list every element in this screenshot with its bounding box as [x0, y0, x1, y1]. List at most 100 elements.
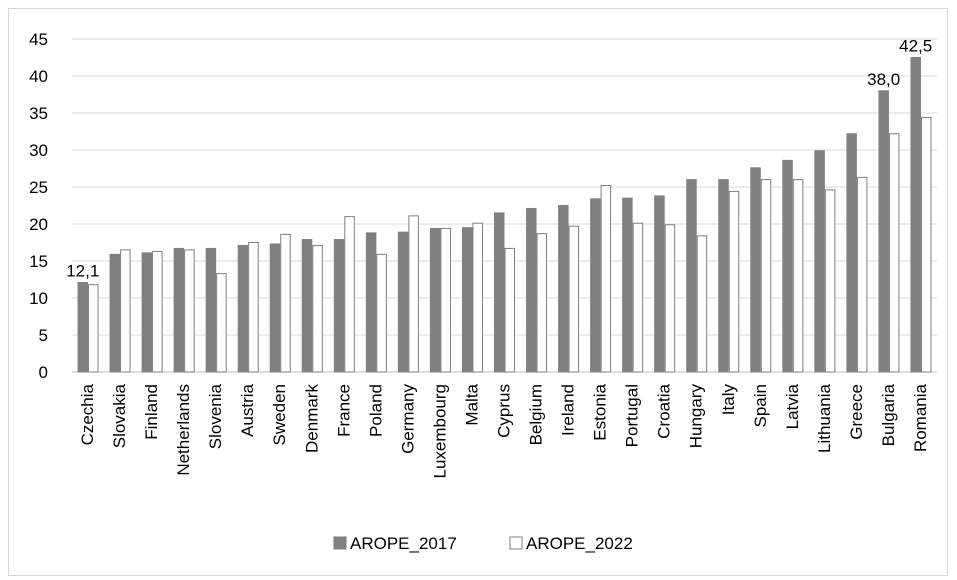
- y-tick-label: 10: [29, 289, 48, 308]
- bar-2022: [408, 215, 419, 373]
- bar-2022: [792, 179, 804, 373]
- bar-2017: [910, 57, 921, 373]
- bar-2022: [152, 250, 163, 373]
- bar-2022: [920, 116, 932, 373]
- bar-2017: [526, 207, 537, 373]
- y-tick-label: 45: [29, 30, 48, 49]
- x-tick-label: Cyprus: [495, 384, 514, 438]
- x-tick-label: Austria: [238, 383, 257, 436]
- bar-2022: [568, 225, 580, 373]
- x-tick-label: Estonia: [591, 383, 610, 440]
- x-tick-label: Finland: [142, 384, 161, 440]
- bar-2017: [494, 212, 505, 373]
- bar-2022: [312, 244, 323, 373]
- x-tick-label: Sweden: [270, 384, 289, 445]
- bar-2022: [664, 224, 676, 373]
- x-tick-label: Netherlands: [174, 384, 193, 476]
- y-tick-label: 5: [39, 326, 48, 345]
- y-tick-label: 0: [39, 363, 48, 382]
- x-tick-label: Denmark: [302, 384, 321, 453]
- y-tick-label: 15: [29, 252, 48, 271]
- bar-2017: [333, 239, 345, 373]
- x-tick-label: Luxembourg: [430, 384, 449, 479]
- x-tick-label: Czechia: [78, 383, 97, 445]
- bar-2017: [237, 244, 249, 373]
- x-tick-label: Lithuania: [815, 383, 834, 453]
- bar-2017: [301, 239, 313, 373]
- bar-2017: [109, 253, 121, 373]
- chart-frame: [8, 8, 948, 576]
- bar-2017: [622, 197, 633, 373]
- data-label: 12,1: [66, 261, 99, 280]
- x-tick-label: Croatia: [655, 383, 674, 438]
- legend-swatch: [333, 536, 347, 550]
- bar-2022: [632, 222, 644, 373]
- bar-2017: [397, 231, 409, 373]
- x-tick-label: Latvia: [783, 383, 802, 429]
- x-tick-label: Portugal: [623, 384, 642, 447]
- x-tick-label: Romania: [911, 383, 930, 452]
- bar-2022: [280, 233, 291, 373]
- y-tick-label: 40: [29, 67, 48, 86]
- bar-2017: [461, 227, 473, 373]
- bar-2022: [504, 247, 515, 373]
- bar-2022: [600, 185, 612, 373]
- bar-2022: [120, 249, 131, 373]
- bar-2022: [216, 273, 227, 373]
- x-tick-label: Germany: [398, 384, 417, 454]
- bar-2022: [536, 233, 548, 373]
- y-tick-label: 30: [29, 141, 48, 160]
- x-tick-label: Greece: [847, 384, 866, 440]
- bar-2022: [184, 249, 195, 373]
- bar-2017: [77, 281, 89, 373]
- legend-swatch: [509, 536, 523, 550]
- bar-2022: [344, 216, 355, 373]
- bar-2017: [846, 133, 857, 373]
- bar-2017: [429, 227, 441, 373]
- bar-2017: [750, 167, 761, 373]
- bar-2017: [878, 90, 889, 373]
- x-tick-label: Spain: [751, 384, 770, 427]
- x-tick-label: Poland: [366, 384, 385, 437]
- x-tick-label: Italy: [719, 384, 738, 416]
- data-label: 42,5: [899, 37, 932, 56]
- bar-2017: [654, 195, 665, 373]
- bar-2022: [760, 179, 772, 373]
- bar-2022: [88, 284, 99, 373]
- bar-2022: [888, 133, 900, 373]
- x-tick-label: Slovakia: [110, 383, 129, 448]
- bar-2017: [558, 205, 569, 373]
- x-tick-label: France: [334, 384, 353, 437]
- x-tick-label: Slovenia: [206, 383, 225, 449]
- bar-2017: [718, 179, 729, 373]
- legend-entry: AROPE_2022: [526, 534, 633, 553]
- y-tick-label: 20: [29, 215, 48, 234]
- y-tick-label: 35: [29, 104, 48, 123]
- bar-2017: [173, 247, 185, 373]
- x-tick-label: Ireland: [559, 384, 578, 436]
- legend-entry: AROPE_2017: [350, 534, 457, 553]
- bar-2017: [365, 232, 377, 373]
- data-label: 38,0: [867, 70, 900, 89]
- bar-2022: [696, 235, 708, 373]
- bar-2017: [814, 150, 825, 373]
- x-tick-label: Malta: [462, 383, 481, 425]
- x-tick-label: Hungary: [687, 384, 706, 449]
- bar-2017: [590, 198, 601, 373]
- bar-2017: [686, 179, 697, 373]
- bar-2022: [856, 176, 868, 373]
- x-tick-label: Bulgaria: [879, 383, 898, 446]
- bar-2017: [141, 252, 153, 373]
- bar-2022: [472, 222, 483, 373]
- bar-2022: [376, 253, 387, 373]
- bar-2017: [269, 243, 281, 373]
- bar-2022: [440, 227, 451, 373]
- bar-2017: [782, 159, 793, 373]
- bar-2017: [205, 247, 217, 373]
- bar-2022: [824, 189, 836, 373]
- bar-2022: [728, 190, 740, 373]
- bar-2022: [248, 242, 259, 373]
- y-tick-label: 25: [29, 178, 48, 197]
- x-tick-label: Belgium: [527, 384, 546, 445]
